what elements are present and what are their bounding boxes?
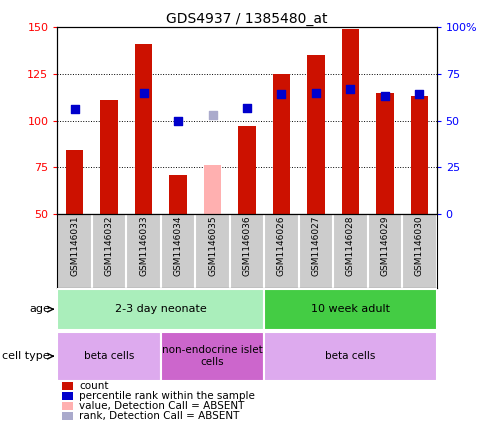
Bar xyxy=(376,93,394,214)
Text: age: age xyxy=(29,304,50,314)
Text: cell type: cell type xyxy=(2,351,50,361)
Text: beta cells: beta cells xyxy=(325,351,376,361)
Bar xyxy=(100,100,118,214)
Text: beta cells: beta cells xyxy=(84,351,134,361)
Point xyxy=(209,112,217,118)
FancyBboxPatch shape xyxy=(264,288,437,330)
Bar xyxy=(239,126,255,214)
Bar xyxy=(135,44,152,214)
Text: GSM1146035: GSM1146035 xyxy=(208,216,217,277)
Text: value, Detection Call = ABSENT: value, Detection Call = ABSENT xyxy=(79,401,245,411)
FancyBboxPatch shape xyxy=(264,332,437,381)
Text: GSM1146036: GSM1146036 xyxy=(243,216,251,277)
Point xyxy=(243,104,251,111)
Text: GSM1146029: GSM1146029 xyxy=(380,216,389,276)
Point xyxy=(312,89,320,96)
Text: non-endocrine islet
cells: non-endocrine islet cells xyxy=(162,345,263,367)
Text: GSM1146026: GSM1146026 xyxy=(277,216,286,276)
Text: 10 week adult: 10 week adult xyxy=(311,304,390,314)
FancyBboxPatch shape xyxy=(57,332,161,381)
Text: rank, Detection Call = ABSENT: rank, Detection Call = ABSENT xyxy=(79,411,240,421)
Text: GSM1146032: GSM1146032 xyxy=(105,216,114,276)
Text: count: count xyxy=(79,381,109,391)
Bar xyxy=(342,29,359,214)
Text: GSM1146033: GSM1146033 xyxy=(139,216,148,277)
Bar xyxy=(411,96,428,214)
Text: GSM1146034: GSM1146034 xyxy=(174,216,183,276)
Point xyxy=(71,106,79,113)
Point xyxy=(415,91,423,98)
Text: GSM1146030: GSM1146030 xyxy=(415,216,424,277)
Bar xyxy=(307,55,324,214)
Point xyxy=(346,85,354,92)
Bar xyxy=(66,150,83,214)
Title: GDS4937 / 1385480_at: GDS4937 / 1385480_at xyxy=(166,12,328,27)
Bar xyxy=(273,74,290,214)
Text: percentile rank within the sample: percentile rank within the sample xyxy=(79,391,255,401)
Text: GSM1146031: GSM1146031 xyxy=(70,216,79,277)
Bar xyxy=(204,165,221,214)
Bar xyxy=(170,175,187,214)
Point xyxy=(381,93,389,100)
Text: GSM1146028: GSM1146028 xyxy=(346,216,355,276)
FancyBboxPatch shape xyxy=(161,332,264,381)
Text: 2-3 day neonate: 2-3 day neonate xyxy=(115,304,207,314)
FancyBboxPatch shape xyxy=(57,288,264,330)
Text: GSM1146027: GSM1146027 xyxy=(311,216,320,276)
Point xyxy=(174,117,182,124)
Point xyxy=(140,89,148,96)
Point xyxy=(277,91,285,98)
